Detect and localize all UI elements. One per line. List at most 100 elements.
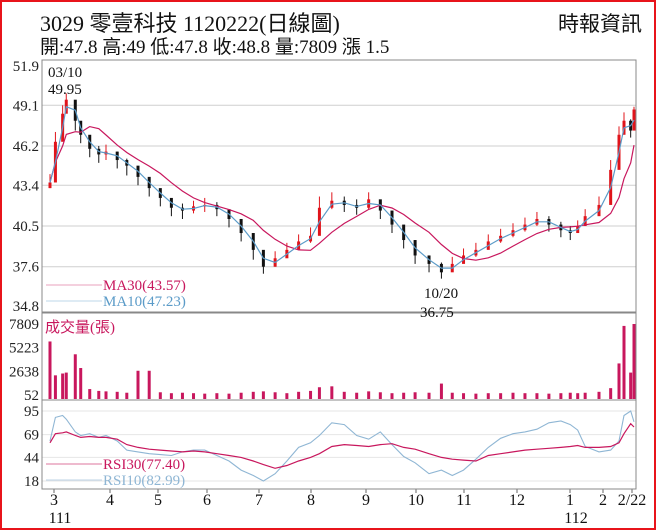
indicator-lines: [49, 105, 635, 482]
axis-labels: 51.949.146.243.440.537.634.8780952232638…: [9, 59, 646, 527]
price-tick-label: 43.4: [13, 178, 40, 194]
volume-bar: [192, 393, 196, 399]
volume-bar: [378, 392, 382, 399]
legend-label: MA30(43.57): [103, 278, 186, 294]
volume-bar: [125, 392, 129, 399]
price-tick-label: 51.9: [13, 59, 39, 75]
rsi-tick-label: 18: [24, 474, 39, 490]
volume-bar: [450, 392, 454, 399]
grid-lines: [42, 104, 636, 493]
volume-bar: [486, 393, 490, 399]
volume-bar: [88, 389, 92, 399]
x-tick-label: 10: [408, 492, 424, 509]
volume-bar: [499, 393, 503, 399]
x-tick-label: 2: [599, 492, 607, 509]
candles: [48, 93, 636, 279]
volume-bar: [576, 393, 580, 399]
ohlc-summary: 開:47.8 高:49 低:47.8 收:48.8 量:7809 漲 1.5: [40, 37, 390, 58]
x-year-label: 112: [564, 510, 587, 527]
chart-title: 3029 零壹科技 1120222(日線圖): [40, 11, 340, 36]
rsi-tick-label: 69: [24, 428, 39, 444]
volume-bar: [251, 391, 255, 399]
x-tick-label: 4: [106, 492, 114, 509]
low-value-label: 36.75: [420, 305, 454, 321]
volume-bar: [535, 393, 539, 399]
rsi-tick-label: 44: [24, 450, 40, 466]
x-tick-label: 8: [307, 492, 315, 509]
volume-bar: [297, 391, 301, 399]
volume-bar: [330, 386, 334, 399]
price-tick-label: 40.5: [13, 219, 39, 235]
price-tick-label: 46.2: [13, 139, 39, 155]
volume-bars: [48, 324, 636, 399]
source-label: 時報資訊: [558, 12, 642, 36]
price-tick-label: 37.6: [13, 260, 40, 276]
volume-bar: [462, 393, 466, 399]
x-year-label: 111: [49, 510, 72, 527]
volume-tick-label: 52: [24, 388, 39, 404]
price-tick-label: 34.8: [13, 299, 39, 315]
volume-bar: [402, 392, 406, 399]
volume-bar: [568, 392, 572, 399]
peak-date-label: 03/10: [48, 65, 82, 81]
volume-bar: [523, 393, 527, 399]
volume-tick-label: 5223: [9, 341, 39, 357]
x-tick-label: 1: [566, 492, 574, 509]
volume-bar: [390, 393, 394, 399]
volume-bar: [511, 392, 515, 399]
volume-panel-label: 成交量(張): [45, 318, 115, 336]
volume-bar: [367, 391, 371, 399]
volume-bar: [97, 390, 101, 399]
legends: MA30(43.57)MA10(47.23) 成交量(張) RSI30(77.40)…: [45, 278, 186, 489]
panel-border: [41, 399, 637, 490]
volume-bar: [559, 393, 563, 399]
volume-bar: [617, 363, 621, 399]
ma30-line: [49, 125, 635, 261]
x-tick-label: 2/22: [618, 492, 646, 509]
candle-body: [48, 182, 52, 189]
x-tick-label: 7: [255, 492, 263, 509]
legend-label: RSI10(82.99): [103, 473, 185, 489]
volume-tick-label: 2638: [9, 364, 39, 380]
volume-bar: [261, 391, 265, 399]
volume-bar: [73, 354, 77, 399]
x-tick-label: 5: [154, 492, 162, 509]
volume-bar: [203, 393, 207, 399]
volume-bar: [239, 392, 243, 399]
volume-bar: [609, 388, 613, 399]
volume-bar: [136, 370, 140, 399]
volume-bar: [115, 391, 119, 399]
volume-bar: [342, 391, 346, 399]
volume-bar: [583, 392, 587, 399]
rsi-tick-label: 95: [24, 404, 39, 420]
ma10-line: [49, 105, 635, 269]
volume-bar: [474, 393, 478, 399]
volume-bar: [285, 393, 289, 399]
rsi30-line: [49, 422, 635, 469]
rsi10-line: [49, 410, 635, 482]
volume-bar: [53, 375, 57, 399]
volume-bar: [629, 372, 633, 399]
volume-bar: [64, 372, 68, 399]
volume-bar: [273, 392, 277, 399]
volume-bar: [169, 393, 173, 399]
legend-label: MA10(47.23): [103, 294, 186, 310]
volume-bar: [104, 391, 108, 399]
volume-bar: [632, 324, 636, 399]
volume-bar: [355, 392, 359, 399]
peak-value-label: 49.95: [48, 82, 82, 98]
volume-bar: [309, 390, 313, 399]
low-date-label: 10/20: [424, 286, 458, 302]
x-tick-label: 11: [456, 492, 471, 509]
panel-borders: [41, 59, 637, 490]
legend-label: RSI30(77.40): [103, 457, 185, 473]
volume-bar: [180, 392, 184, 399]
price-tick-label: 49.1: [13, 98, 39, 114]
x-tick-label: 6: [203, 492, 211, 509]
volume-bar: [413, 392, 417, 399]
volume-bar: [317, 387, 321, 399]
panel-border: [41, 312, 637, 401]
volume-bar: [427, 392, 431, 399]
